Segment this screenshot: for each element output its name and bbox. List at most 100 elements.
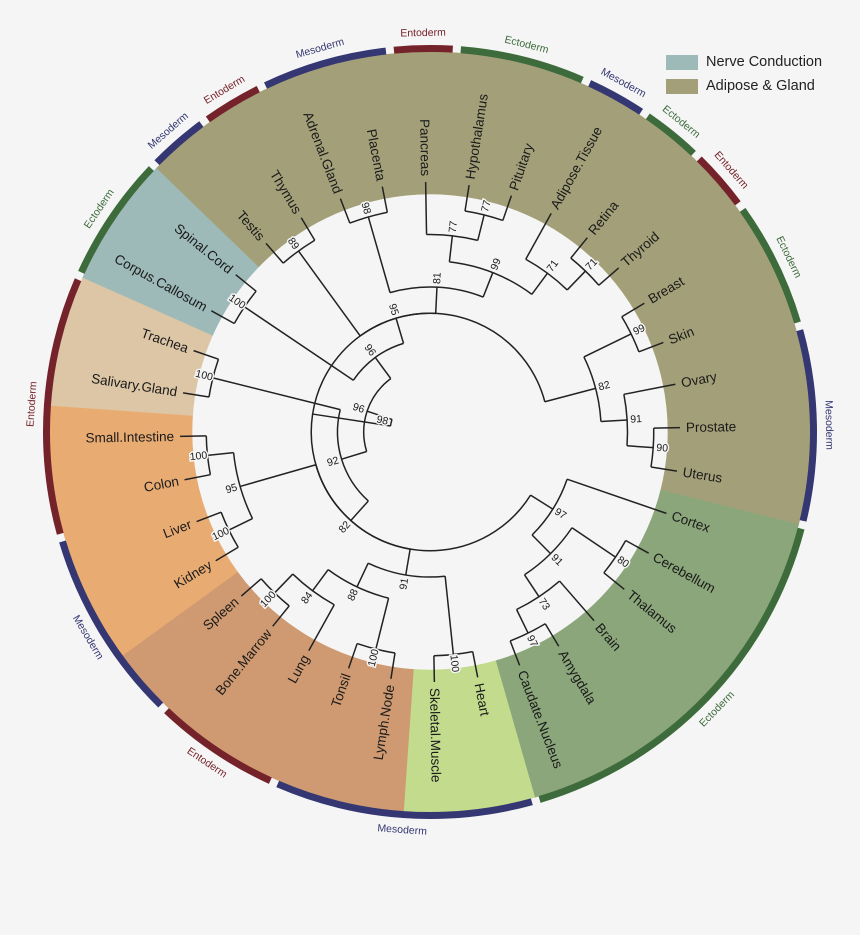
branch-arc [525,258,568,291]
germ-layer-label: Ectoderm [503,34,550,57]
branch-line [626,445,654,449]
branch-line [350,500,369,522]
branch-line [308,604,335,652]
branch-line [434,287,438,314]
tissue-label: Skeletal.Muscle [427,688,444,783]
branch-line [210,310,235,325]
branch-line [471,651,479,678]
germ-layer-arc-mesoderm [154,121,204,166]
germ-layer-arc-mesoderm [588,80,644,115]
germ-layer-arc-ectoderm [645,113,696,156]
germ-layer-arc-entoderm [43,278,82,535]
branch-line [566,478,667,515]
branch-line [638,341,664,353]
branch-line [375,597,390,650]
germ-layer-label: Entoderm [400,27,446,40]
bootstrap-label: 71 [545,258,562,275]
branch-line [502,195,513,221]
branch-arc [449,261,533,295]
bootstrap-label: 96 [351,401,366,416]
germ-layer-arc-ectoderm [78,166,154,274]
branch-arc [282,239,316,264]
germ-layer-arc-mesoderm [276,780,533,820]
germ-layer-arc-entoderm [393,45,453,54]
branch-arc [367,562,446,578]
bootstrap-label: 100 [447,654,461,673]
tissue-label: Uterus [682,465,724,486]
branch-line [525,212,552,260]
branch-line [650,466,678,472]
branch-arc [363,378,392,452]
branch-line [207,451,234,457]
bootstrap-label: 90 [656,442,669,455]
branch-line [531,272,549,295]
bootstrap-label: 99 [488,257,504,272]
branch-line [448,235,454,262]
branch-line [544,387,596,403]
branch-line [390,652,396,680]
branch-arc [583,356,602,422]
germ-layer-arc-mesoderm [796,329,818,522]
branch-line [625,539,650,554]
branch-line [235,274,257,292]
branch-line [212,377,341,411]
branch-arc [336,409,369,502]
tissue-label: Prostate [686,419,737,435]
branch-line [339,198,351,224]
branch-line [228,517,253,531]
branch-line [300,217,316,241]
legend-label: Nerve Conduction [706,54,823,70]
bootstrap-label: 81 [431,272,444,284]
bootstrap-label: 84 [299,590,316,607]
tissue-label: Ovary [680,369,718,391]
germ-layer-arc-entoderm [205,85,260,123]
branch-line [598,267,620,286]
branch-line [566,270,586,291]
bootstrap-label: 77 [479,199,494,213]
tissue-sector [660,448,810,525]
branch-line [603,572,625,590]
branch-line [272,605,290,627]
branch-arc [292,573,335,606]
branch-line [381,186,389,213]
branch-line [571,527,616,558]
legend-swatch [666,78,698,94]
legend-swatch [666,54,698,70]
branch-arc [426,233,478,242]
branch-line [395,317,405,344]
branch-line [482,272,494,298]
tissue-label: Colon [143,473,180,494]
tissue-label: Small.Intestine [85,429,174,446]
germ-layer-arc-entoderm [696,156,741,206]
branch-line [311,569,329,592]
branch-line [312,413,391,427]
branch-arc [232,452,254,519]
branch-line [600,419,628,423]
legend-item-nerve-conduction: Nerve Conduction [666,50,822,74]
branch-line [477,214,485,241]
bootstrap-label: 95 [224,481,239,496]
tissue-label: Heart [471,682,492,718]
bootstrap-label: 98 [375,413,389,427]
bootstrap-label: 100 [194,368,214,384]
branch-line [531,534,552,555]
bootstrap-label: 88 [345,587,361,603]
germ-layer-arc-mesoderm [59,540,164,708]
branch-line [523,574,540,598]
branch-line [366,410,393,421]
branch-line [193,349,219,360]
branch-arc [623,394,629,446]
branch-arc [516,580,561,611]
branch-arc [352,342,404,381]
bootstrap-label: 97 [552,506,568,522]
branch-line [239,464,317,488]
branch-line [347,643,358,669]
dendrogram-branches [180,182,680,682]
branch-line [367,216,391,293]
branch-line [297,250,361,337]
branch-line [184,473,211,481]
branch-arc [570,257,600,286]
branch-line [444,576,455,655]
branch-line [240,578,262,597]
